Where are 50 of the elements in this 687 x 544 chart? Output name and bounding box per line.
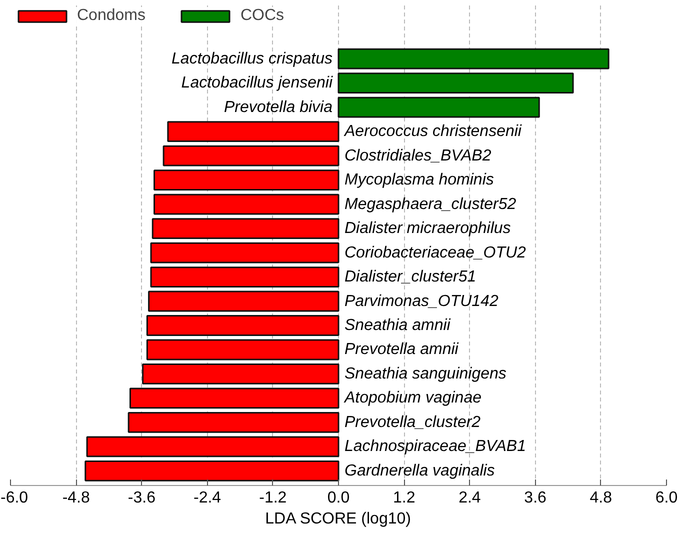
bar [84, 460, 340, 482]
x-tick-label: -6.0 [0, 490, 28, 506]
bar [338, 48, 610, 70]
y-tick-label: Lactobacillus jensenii [181, 74, 333, 92]
y-tick-label: Megasphaera_cluster52 [344, 196, 516, 213]
bar [154, 194, 340, 215]
x-tick-label: -2.4 [194, 490, 222, 506]
x-axis-title: LDA SCORE (log10) [265, 510, 411, 528]
bar [86, 436, 340, 458]
bar [154, 170, 340, 190]
y-tick-label: Prevotella amnii [344, 341, 459, 358]
y-tick-label: Sneathia sanguinigens [344, 365, 506, 382]
y-tick-label: Dialister micraerophilus [344, 220, 511, 238]
y-tick-label: Coriobacteriaceae_OTU2 [344, 244, 526, 262]
x-tick-label: 4.8 [590, 490, 612, 506]
bar [146, 315, 340, 336]
bar [129, 388, 340, 409]
bar [338, 96, 540, 118]
bar [162, 145, 340, 166]
y-tick-label: Aerococcus christensenii [344, 123, 522, 140]
bar [150, 266, 340, 288]
y-tick-label: Mycoplasma hominis [344, 172, 494, 189]
y-tick-label: Prevotella bivia [224, 98, 333, 116]
bar [146, 339, 340, 360]
y-tick-label: Parvimonas_OTU142 [344, 292, 498, 310]
y-tick-label: Dialister_cluster51 [344, 268, 476, 286]
y-tick-label: Gardnerella vaginalis [344, 462, 495, 480]
bar [148, 290, 340, 312]
x-tick-label: 3.6 [524, 490, 547, 506]
legend-label: COCs [240, 7, 284, 25]
y-tick-label: Lachnospiraceae_BVAB1 [344, 438, 526, 456]
bar [128, 412, 340, 433]
y-tick-label: Clostridiales_BVAB2 [344, 147, 492, 164]
legend-label: Condoms [77, 7, 146, 25]
x-tick-label: 2.4 [458, 490, 481, 506]
y-tick-label: Sneathia amnii [344, 317, 451, 334]
x-tick-label: 0.0 [327, 490, 350, 506]
x-tick-label: -3.6 [128, 490, 156, 506]
y-tick-label: Lactobacillus crispatus [172, 50, 332, 68]
bar [338, 72, 574, 94]
bar [152, 218, 340, 239]
x-tick-label: 6.0 [655, 490, 678, 506]
x-tick-label: -1.2 [259, 490, 287, 506]
bar [150, 242, 340, 264]
bar [167, 121, 340, 142]
y-tick-label: Atopobium vaginae [344, 390, 482, 407]
y-tick-label: Prevotella_cluster2 [344, 414, 481, 431]
x-tick-label: 1.2 [392, 490, 416, 506]
x-tick-label: -4.8 [62, 490, 90, 506]
bar [142, 364, 340, 384]
